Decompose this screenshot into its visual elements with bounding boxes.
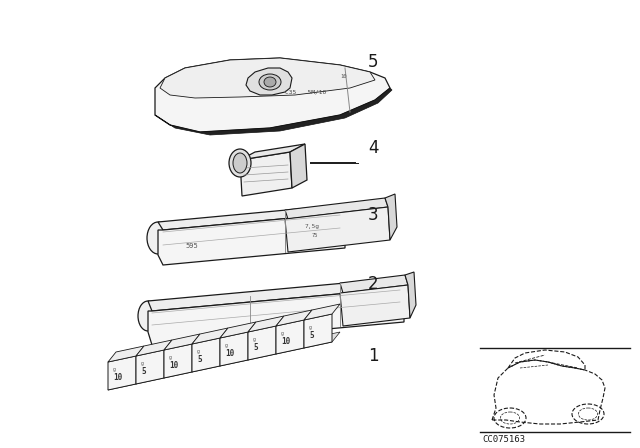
Polygon shape <box>304 304 340 320</box>
Polygon shape <box>285 207 390 252</box>
Text: 4: 4 <box>368 139 378 157</box>
Text: 5: 5 <box>197 355 202 364</box>
Text: 5: 5 <box>141 367 146 376</box>
Text: 7,5g: 7,5g <box>305 224 320 229</box>
Polygon shape <box>160 58 375 98</box>
Polygon shape <box>192 328 228 344</box>
Polygon shape <box>220 322 256 338</box>
Text: 10: 10 <box>225 349 234 358</box>
Polygon shape <box>136 350 164 384</box>
Polygon shape <box>220 332 248 366</box>
Polygon shape <box>158 213 345 265</box>
Ellipse shape <box>147 222 169 254</box>
Polygon shape <box>240 152 292 196</box>
Polygon shape <box>108 374 144 390</box>
Polygon shape <box>276 338 312 354</box>
Ellipse shape <box>229 149 251 177</box>
Polygon shape <box>148 278 404 311</box>
Text: 10: 10 <box>281 337 291 346</box>
Polygon shape <box>158 205 345 230</box>
Polygon shape <box>304 314 332 348</box>
Text: 10: 10 <box>113 373 122 382</box>
Text: CC075163: CC075163 <box>482 435 525 444</box>
Text: g: g <box>197 349 200 354</box>
Text: 595: 595 <box>185 243 198 249</box>
Polygon shape <box>276 310 312 326</box>
Polygon shape <box>108 346 144 362</box>
Polygon shape <box>285 198 388 219</box>
Polygon shape <box>248 344 284 360</box>
Text: 10: 10 <box>340 74 346 79</box>
Text: g: g <box>225 343 228 348</box>
Polygon shape <box>304 332 340 348</box>
Ellipse shape <box>138 301 158 331</box>
Ellipse shape <box>259 74 281 90</box>
Polygon shape <box>164 362 200 378</box>
Text: 2: 2 <box>368 276 379 293</box>
Polygon shape <box>220 350 256 366</box>
Polygon shape <box>148 288 404 345</box>
Polygon shape <box>164 334 200 350</box>
Polygon shape <box>340 285 410 326</box>
Polygon shape <box>155 58 390 132</box>
Text: 5: 5 <box>253 343 258 352</box>
Text: 75: 75 <box>312 233 319 238</box>
Polygon shape <box>192 338 220 372</box>
Polygon shape <box>290 144 307 188</box>
Text: C35   5M/10: C35 5M/10 <box>285 89 326 94</box>
Polygon shape <box>276 320 304 354</box>
Text: 3: 3 <box>368 206 379 224</box>
Polygon shape <box>340 275 408 293</box>
Text: 5: 5 <box>309 331 314 340</box>
Polygon shape <box>385 194 397 240</box>
Polygon shape <box>240 144 305 160</box>
Ellipse shape <box>233 153 247 173</box>
Text: g: g <box>281 331 284 336</box>
Polygon shape <box>164 344 192 378</box>
Polygon shape <box>136 368 172 384</box>
Text: 1: 1 <box>368 347 379 365</box>
Polygon shape <box>136 340 172 356</box>
Polygon shape <box>248 316 284 332</box>
Polygon shape <box>108 356 136 390</box>
Polygon shape <box>405 272 416 318</box>
Polygon shape <box>155 88 392 135</box>
Polygon shape <box>248 326 276 360</box>
Text: g: g <box>253 337 256 342</box>
Text: 10: 10 <box>169 361 179 370</box>
Polygon shape <box>192 356 228 372</box>
Text: g: g <box>113 367 116 372</box>
Text: g: g <box>309 325 312 330</box>
Text: 5: 5 <box>368 53 378 71</box>
Text: g: g <box>141 361 144 366</box>
Ellipse shape <box>264 77 276 87</box>
Text: g: g <box>169 355 172 360</box>
Polygon shape <box>246 68 292 95</box>
